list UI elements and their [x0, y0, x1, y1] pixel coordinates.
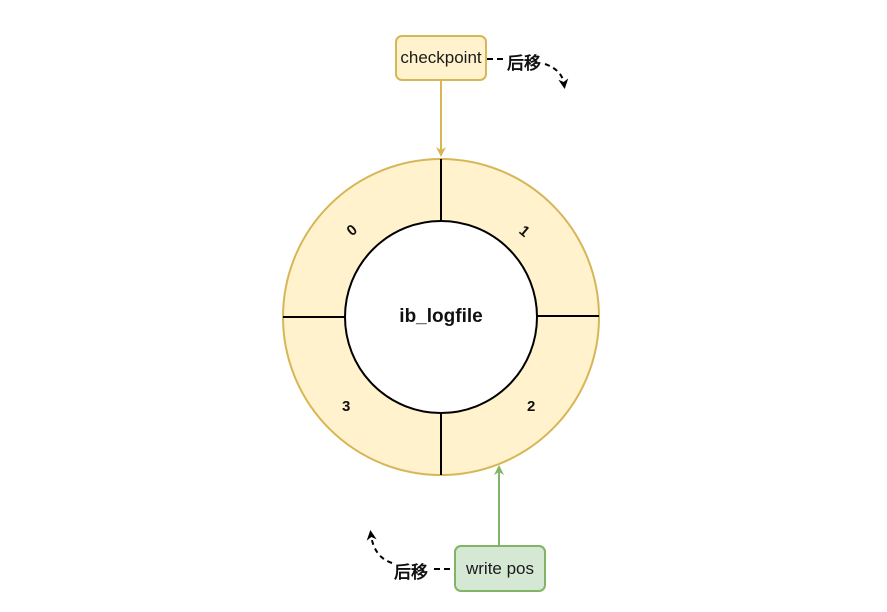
checkpoint-move-arrow: [544, 63, 569, 89]
write-pos-label: write pos: [465, 558, 535, 578]
checkpoint-node: checkpoint: [395, 35, 487, 81]
segment-label-2: 2: [527, 398, 536, 415]
logfile-center-label: ib_logfile: [399, 306, 483, 327]
segment-label-3: 3: [342, 398, 351, 415]
write-pos-node: write pos: [454, 545, 546, 592]
checkpoint-label: checkpoint: [400, 48, 482, 67]
write-pos-move-label: 后移: [394, 563, 428, 582]
write-pos-move-arrow: [366, 530, 393, 564]
checkpoint-move-label: 后移: [507, 54, 541, 73]
